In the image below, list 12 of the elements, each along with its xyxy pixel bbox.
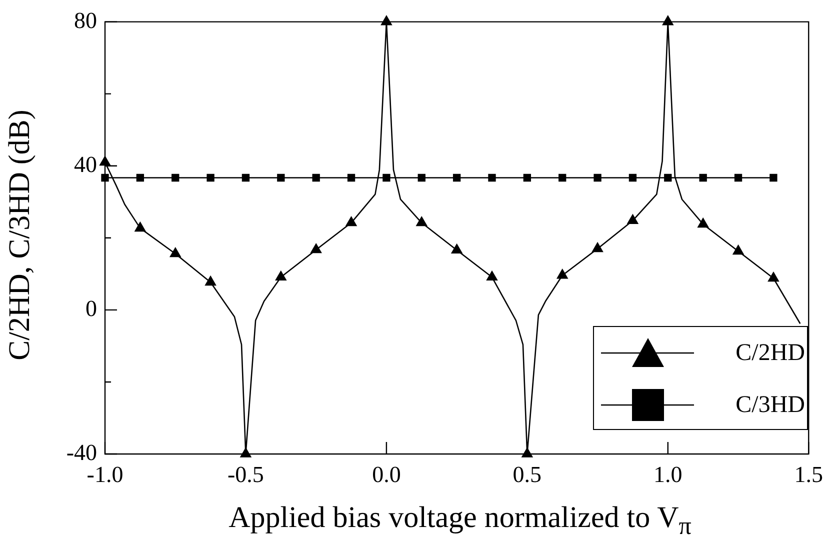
x-tick-label: 0.0: [372, 462, 401, 487]
x-tick-label: -0.5: [228, 462, 264, 487]
legend-label: C/3HD: [736, 392, 805, 418]
legend-label: C/2HD: [736, 340, 805, 366]
x-axis-title: Applied bias voltage normalized to V$_{π}$: [228, 500, 692, 542]
y-tick-label: 80: [74, 8, 97, 33]
y-axis-title: C/2HD, C/3HD (dB): [2, 108, 37, 362]
y-tick-label: 40: [74, 152, 97, 177]
x-tick-label: 1.0: [654, 462, 682, 487]
y-tick-label: 0: [86, 296, 97, 321]
x-tick-label: 1.5: [794, 462, 823, 487]
x-tick-label: 0.5: [512, 462, 542, 487]
